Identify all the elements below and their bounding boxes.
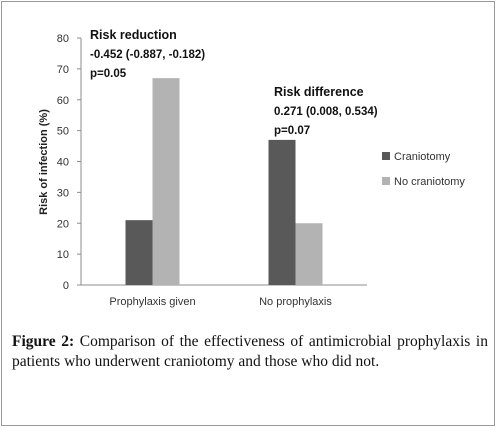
annotation-text: 0.271 (0.008, 0.534) [274, 106, 378, 118]
legend-swatch [382, 152, 390, 160]
caption-label: Figure 2: [12, 333, 75, 350]
bar-no-craniotomy [152, 78, 180, 285]
legend-label: No craniotomy [394, 176, 465, 188]
annotation-text: Risk difference [274, 85, 364, 99]
x-category-label: No prophylaxis [259, 296, 332, 308]
annotation-text: -0.452 (-0.887, -0.182) [90, 49, 205, 61]
bar-craniotomy [268, 139, 296, 285]
y-tick-label: 30 [57, 187, 69, 199]
legend-swatch [382, 177, 390, 185]
caption-text: Comparison of the effectiveness of antim… [12, 333, 488, 370]
annotation-text: Risk reduction [90, 28, 177, 42]
y-axis-title: Risk of infection (%) [38, 109, 50, 215]
y-tick-label: 50 [57, 126, 69, 138]
annotation-text: p=0.05 [90, 68, 127, 80]
annotation-text: p=0.07 [274, 125, 310, 137]
x-category-label: Prophylaxis given [109, 296, 195, 308]
bar-craniotomy [125, 220, 153, 285]
y-tick-label: 40 [57, 157, 69, 169]
legend-label: Craniotomy [394, 151, 451, 163]
y-tick-label: 0 [63, 280, 69, 292]
y-tick-label: 20 [57, 218, 69, 230]
bar-no-craniotomy [295, 223, 323, 285]
y-tick-label: 80 [57, 33, 69, 45]
y-tick-label: 70 [57, 64, 69, 76]
y-tick-label: 60 [57, 95, 69, 107]
figure-caption: Figure 2: Comparison of the effectivenes… [12, 332, 488, 372]
bar-chart: 0 10 20 30 40 50 60 70 80 Risk of infection (%) Pr… [38, 28, 465, 308]
y-tick-label: 10 [57, 249, 69, 261]
